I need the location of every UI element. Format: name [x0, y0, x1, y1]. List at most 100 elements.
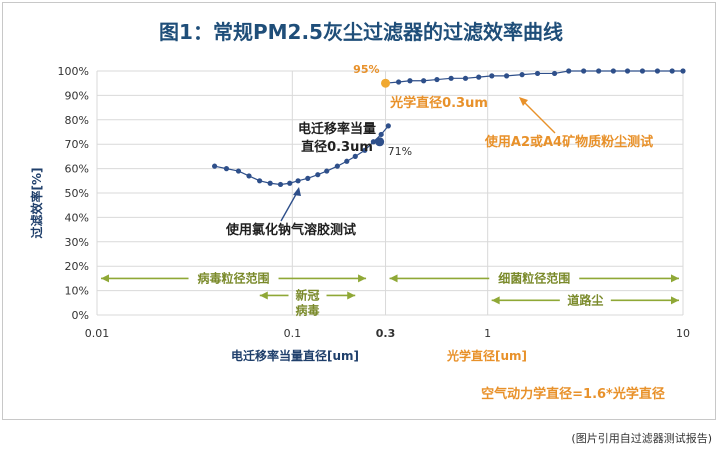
data-point: [362, 147, 368, 153]
data-point: [581, 68, 587, 74]
x-axis-ticks: 0.01 0.1 0.3 1 10: [85, 327, 690, 340]
y-tick-label: 40%: [65, 211, 89, 224]
data-point: [421, 78, 427, 84]
annotation-conversion: 空气动力学直径=1.6*光学直径: [481, 386, 665, 402]
annotation-blue-arrowhead: [293, 187, 301, 196]
data-point: [669, 68, 675, 74]
x-tick-label: 1: [484, 327, 491, 340]
data-point: [654, 68, 661, 74]
range-label: 病毒粒径范围: [198, 270, 270, 285]
annotation-orange-top: 光学直径0.3um: [389, 95, 488, 111]
range-新冠: 新冠: [259, 287, 356, 302]
x-axis-label-orange: 光学直径[um]: [446, 348, 527, 363]
annotations: 电迁移率当量 直径0.3um 使用氯化钠气溶胶测试 光学直径0.3um 使用A2…: [225, 95, 665, 402]
range-病毒粒径范围: 病毒粒径范围: [101, 270, 367, 285]
data-point: [639, 68, 646, 74]
data-point: [396, 79, 402, 85]
data-point: [503, 73, 510, 79]
data-point: [324, 168, 330, 174]
data-point: [315, 172, 321, 178]
annotation-orange-arrow: [521, 99, 556, 134]
range-label: 细菌粒径范围: [498, 270, 570, 285]
data-point: [596, 68, 602, 74]
highlight-label: 95%: [353, 63, 379, 76]
range-arrow-right: [671, 296, 679, 305]
data-point: [305, 175, 311, 181]
data-point: [235, 168, 242, 174]
data-point: [680, 68, 686, 74]
annotation-blue-bottom: 使用氯化钠气溶胶测试: [225, 222, 356, 238]
chart-title: 图1：常规PM2.5灰尘过滤器的过滤效率曲线: [159, 20, 563, 44]
highlight-point: [381, 78, 391, 88]
range-sublabel: 病毒: [295, 302, 319, 317]
y-tick-label: 30%: [65, 236, 89, 249]
y-tick-label: 100%: [58, 65, 89, 78]
range-arrow-left: [259, 291, 268, 300]
data-point: [407, 78, 413, 84]
data-point: [267, 180, 273, 186]
series-line: [385, 70, 683, 84]
data-point: [370, 139, 376, 145]
highlight-points: 95% 71%: [353, 63, 412, 158]
annotation-blue-top-line1: 电迁移率当量: [298, 121, 376, 137]
data-point: [434, 76, 440, 83]
y-tick-label: 60%: [65, 163, 89, 176]
data-point: [257, 178, 263, 184]
range-label: 道路尘: [567, 292, 603, 307]
series-0: [212, 123, 391, 188]
data-point: [334, 163, 340, 169]
range-arrow-left: [389, 274, 398, 283]
range-label: 新冠: [295, 287, 319, 302]
data-point: [610, 68, 616, 74]
range-arrow-right: [358, 274, 367, 283]
highlight-point: [375, 137, 385, 147]
range-细菌粒径范围: 细菌粒径范围: [389, 270, 679, 285]
range-道路尘: 道路尘: [491, 292, 679, 307]
y-tick-label: 0%: [72, 309, 89, 322]
annotation-orange-bottom: 使用A2或A4矿物质粉尘测试: [484, 134, 653, 150]
y-axis-ticks: 0% 10% 20% 30% 40% 50% 60% 70% 80% 90% 100%: [58, 65, 89, 322]
data-point: [344, 158, 350, 164]
data-point: [223, 166, 230, 172]
image-source-caption: (图片引用自过滤器测试报告): [571, 432, 712, 445]
data-point: [462, 75, 469, 81]
data-point: [385, 123, 391, 129]
efficiency-chart: 图1：常规PM2.5灰尘过滤器的过滤效率曲线 0% 10% 20% 30% 40% 50%…: [29, 20, 690, 402]
data-point: [476, 74, 482, 80]
data-point: [448, 75, 454, 81]
series-1: [382, 68, 686, 86]
data-point: [287, 180, 293, 186]
x-tick-label: 10: [676, 327, 690, 340]
series: [212, 68, 686, 188]
data-point: [295, 178, 301, 184]
data-point: [489, 73, 495, 79]
data-point: [246, 173, 252, 179]
x-tick-label: 0.01: [85, 327, 110, 340]
annotation-orange-arrowhead: [519, 97, 528, 106]
data-point: [566, 68, 572, 74]
x-axis-label-blue: 电迁移率当量直径[um]: [231, 348, 359, 363]
y-tick-label: 10%: [65, 285, 89, 298]
y-tick-label: 80%: [65, 114, 89, 127]
range-arrow-left: [491, 296, 500, 305]
data-point: [519, 72, 525, 78]
range-arrow-right: [347, 291, 356, 300]
annotation-blue-top-line2: 直径0.3um: [301, 139, 373, 155]
y-tick-label: 20%: [65, 260, 89, 273]
range-arrow-left: [101, 274, 109, 283]
data-point: [277, 181, 284, 188]
x-tick-label: 0.1: [284, 327, 302, 340]
y-axis-label: 过滤效率[%]: [29, 168, 44, 239]
data-point: [352, 153, 358, 159]
gridlines: [96, 70, 684, 316]
data-point: [212, 163, 218, 169]
y-tick-label: 90%: [65, 89, 89, 102]
x-tick-label: 0.3: [376, 327, 396, 340]
data-point: [378, 131, 384, 138]
data-point: [624, 68, 631, 74]
range-arrow-right: [671, 274, 679, 283]
data-point: [551, 70, 558, 77]
chart-frame: 图1：常规PM2.5灰尘过滤器的过滤效率曲线 0% 10% 20% 30% 40% 50%…: [2, 2, 716, 420]
highlight-label: 71%: [388, 145, 412, 158]
